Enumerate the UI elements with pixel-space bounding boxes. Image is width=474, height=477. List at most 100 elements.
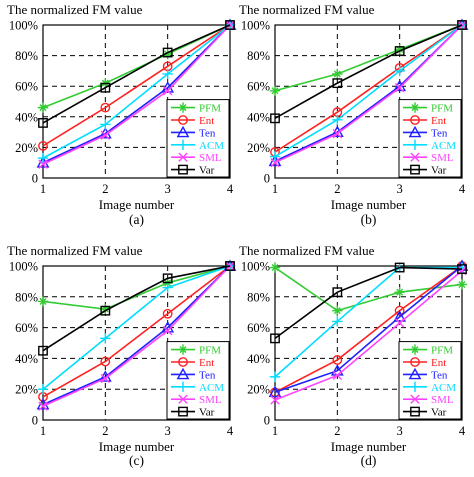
data-point <box>394 305 405 316</box>
series-line <box>42 24 231 147</box>
chart-title: The normalized FM value <box>239 2 375 17</box>
y-tick-label: 20% <box>15 383 38 397</box>
legend-label: Ent <box>199 115 214 127</box>
x-tick-label: 2 <box>334 424 340 438</box>
legend-label: SML <box>431 394 454 406</box>
legend-marker <box>178 152 188 162</box>
series-line <box>274 265 463 393</box>
legend-marker <box>177 344 189 355</box>
x-tick-label: 3 <box>397 424 403 438</box>
data-point <box>332 68 343 80</box>
data-point <box>38 159 48 169</box>
data-point <box>38 401 48 411</box>
series-acm <box>37 19 236 164</box>
x-tick-label: 3 <box>165 424 171 438</box>
series-pfm <box>269 19 468 96</box>
y-tick-label: 100% <box>241 19 270 33</box>
series-line <box>274 24 463 158</box>
y-tick-label: 40% <box>15 352 38 366</box>
legend-marker <box>178 115 188 125</box>
legend-marker <box>176 367 190 380</box>
x-tick-label: 4 <box>227 182 234 196</box>
legend-label: ACM <box>431 140 456 152</box>
legend-box <box>166 99 230 178</box>
data-point <box>394 262 405 273</box>
data-point <box>456 279 468 290</box>
series-line <box>42 265 231 390</box>
legend-label: SML <box>431 152 454 164</box>
series-line <box>274 24 463 92</box>
legend-marker <box>409 102 421 113</box>
data-point <box>100 130 111 140</box>
x-tick-label: 1 <box>272 424 278 438</box>
x-tick-label: 2 <box>102 182 108 196</box>
y-tick-label: 0 <box>264 172 270 186</box>
data-point <box>394 44 405 55</box>
legend-marker <box>178 394 188 404</box>
legend-label: Ten <box>199 127 216 139</box>
data-point <box>162 273 173 284</box>
x-tick-label: 3 <box>397 182 403 196</box>
legend-label: Var <box>431 407 447 419</box>
legend-marker <box>178 357 188 367</box>
legend-marker <box>410 152 420 162</box>
x-axis-label: Image number <box>99 197 175 212</box>
legend-label: Ten <box>199 369 216 381</box>
series-line <box>42 265 231 352</box>
series-line <box>42 265 231 407</box>
series-line <box>42 24 231 159</box>
legend-label: PFM <box>431 345 453 357</box>
data-point <box>332 287 343 298</box>
x-tick-label: 4 <box>227 424 234 438</box>
legend-marker <box>409 139 421 150</box>
legend-marker <box>177 102 189 113</box>
y-tick-label: 100% <box>9 19 38 33</box>
y-tick-label: 100% <box>9 260 38 274</box>
chart-panel-d: The normalized FM value 0 20% 40% 60% 80% 100%… <box>239 243 469 468</box>
series-pfm <box>269 262 468 316</box>
x-tick-label: 1 <box>40 424 46 438</box>
y-tick-label: 40% <box>247 110 270 124</box>
plot-frame <box>274 24 463 179</box>
data-point <box>37 152 49 164</box>
data-point <box>269 151 281 162</box>
y-tick-label: 60% <box>15 321 38 335</box>
data-point <box>457 20 467 30</box>
chart-panel-b: The normalized FM value 0 20% 40% 60% 80% 100%… <box>239 2 469 227</box>
legend-box <box>398 341 462 420</box>
series-line <box>274 24 463 120</box>
data-point <box>162 47 173 58</box>
series-var <box>270 20 467 124</box>
legend-box <box>398 99 462 178</box>
data-point <box>269 262 281 273</box>
data-point <box>332 114 343 126</box>
legend-marker <box>409 344 421 355</box>
series-line <box>274 24 463 153</box>
x-tick-label: 1 <box>272 182 278 196</box>
data-point <box>38 118 48 128</box>
x-tick-label: 4 <box>459 424 466 438</box>
legend-marker <box>178 406 188 417</box>
data-point <box>332 128 343 139</box>
series-pfm <box>37 260 236 315</box>
data-point <box>162 68 173 80</box>
data-point <box>457 264 467 274</box>
legend-box <box>166 341 230 420</box>
x-axis-label: Image number <box>331 197 407 212</box>
data-point <box>270 113 280 124</box>
data-point <box>100 102 111 113</box>
y-tick-label: 80% <box>247 290 270 304</box>
y-tick-label: 20% <box>15 141 38 155</box>
data-point <box>162 86 173 96</box>
data-point <box>225 261 235 271</box>
legend-label: PFM <box>431 103 453 115</box>
y-tick-label: 60% <box>15 80 38 94</box>
panel-label: (a) <box>129 212 144 227</box>
x-tick-label: 4 <box>459 182 466 196</box>
chart-title: The normalized FM value <box>7 2 143 17</box>
data-point <box>332 78 343 89</box>
series-acm <box>37 260 236 395</box>
legend-label: Var <box>199 165 215 177</box>
